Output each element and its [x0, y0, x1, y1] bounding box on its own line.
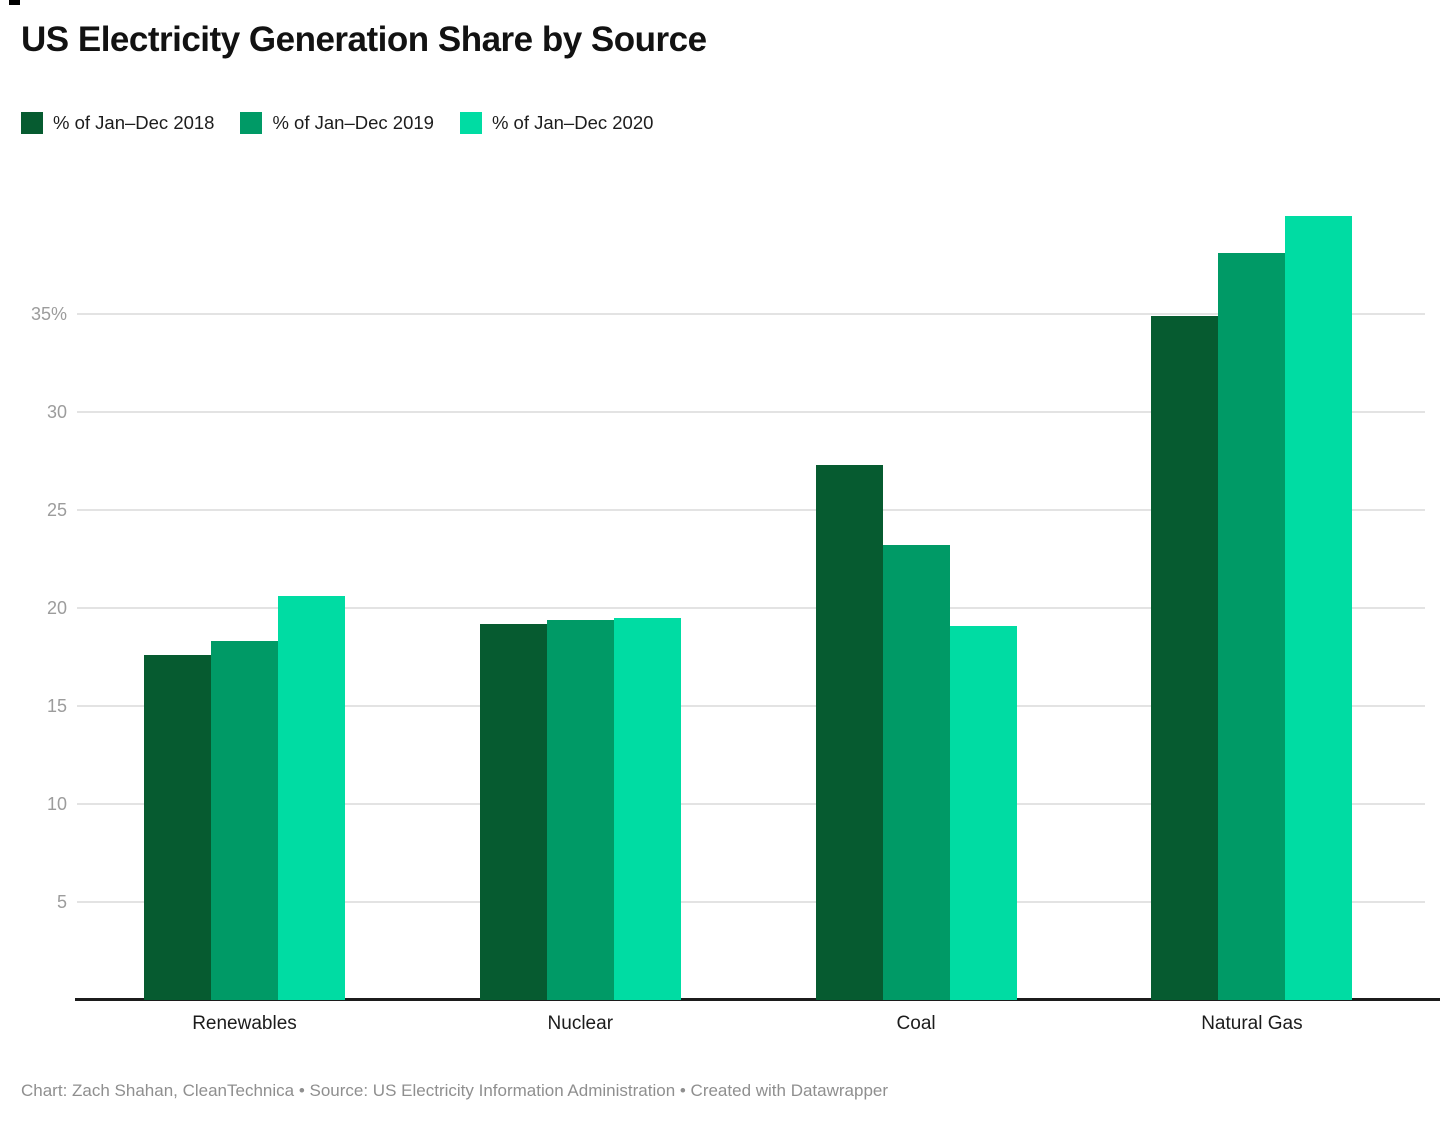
x-axis-label: Coal	[896, 1013, 936, 1034]
gridline	[77, 607, 1425, 609]
y-tick-label: 15	[46, 696, 67, 716]
gridline	[77, 705, 1425, 707]
legend-label-2020: % of Jan–Dec 2020	[491, 112, 654, 133]
x-axis-label: Natural Gas	[1201, 1013, 1303, 1034]
y-tick-label: 5	[56, 892, 67, 912]
legend: % of Jan–Dec 2018 % of Jan–Dec 2019 % of…	[21, 112, 679, 134]
chart-title: US Electricity Generation Share by Sourc…	[21, 20, 707, 59]
bar-coal-2019[interactable]	[882, 545, 950, 1000]
bar-coal-2020[interactable]	[949, 625, 1017, 1000]
bar-natural-gas-2020[interactable]	[1285, 216, 1353, 1000]
legend-item-2020: % of Jan–Dec 2020	[459, 112, 654, 134]
bar-nuclear-2019[interactable]	[546, 619, 614, 1000]
attribution: Chart: Zach Shahan, CleanTechnica • Sour…	[21, 1081, 889, 1100]
gridline	[77, 411, 1425, 413]
legend-swatch-2020	[459, 112, 482, 134]
x-axis-label: Nuclear	[547, 1013, 614, 1034]
legend-item-2019: % of Jan–Dec 2019	[240, 112, 434, 134]
y-tick-label: 25	[46, 500, 67, 520]
bar-renewables-2020[interactable]	[278, 596, 345, 1000]
bar-renewables-2018[interactable]	[144, 655, 211, 1000]
y-tick-label: 20	[46, 598, 67, 618]
gridline	[77, 803, 1425, 805]
bar-nuclear-2018[interactable]	[479, 623, 547, 1000]
corner-artifact	[9, 0, 20, 5]
bar-nuclear-2020[interactable]	[613, 617, 681, 1000]
legend-label-2018: % of Jan–Dec 2018	[53, 112, 215, 133]
y-tick-label: 10	[46, 794, 67, 814]
bar-natural-gas-2018[interactable]	[1151, 315, 1219, 1000]
legend-swatch-2019	[240, 112, 263, 134]
x-axis-line	[75, 998, 1440, 1001]
y-tick-label: 30	[46, 402, 67, 422]
legend-label-2019: % of Jan–Dec 2019	[272, 112, 434, 133]
bar-renewables-2019[interactable]	[211, 641, 278, 1000]
legend-swatch-2018	[21, 112, 43, 134]
x-axis-label: Renewables	[192, 1013, 297, 1034]
bar-coal-2018[interactable]	[815, 464, 883, 1000]
legend-item-2018: % of Jan–Dec 2018	[21, 112, 214, 134]
bar-natural-gas-2019[interactable]	[1218, 253, 1286, 1000]
gridline	[77, 901, 1425, 903]
gridline	[77, 313, 1425, 315]
y-tick-label: 35%	[30, 304, 67, 324]
gridline	[77, 509, 1425, 511]
